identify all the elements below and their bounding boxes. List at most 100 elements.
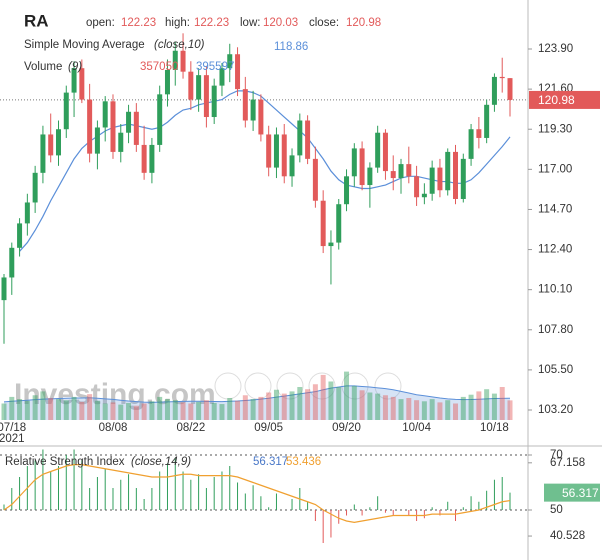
- legend-text: 122.23: [121, 17, 156, 29]
- volume-bar: [398, 399, 404, 420]
- nav-button[interactable]: [341, 372, 369, 400]
- candle-body: [250, 99, 256, 121]
- nav-button[interactable]: [308, 372, 336, 400]
- volume-bar: [336, 387, 342, 420]
- candle-body: [398, 164, 404, 179]
- volume-bar: [491, 393, 497, 420]
- y-tick-label: 105.50: [538, 364, 573, 376]
- legend-text: close:: [309, 17, 339, 29]
- candle-body: [453, 151, 459, 199]
- volume-bar: [437, 402, 443, 420]
- volume-ma-area: [4, 385, 510, 420]
- volume-bar: [55, 399, 61, 420]
- y-tick-label: 114.70: [538, 203, 572, 215]
- volume-bar: [227, 398, 233, 420]
- volume-bar: [484, 389, 490, 420]
- nav-buttons[interactable]: [214, 372, 402, 400]
- volume-bar: [250, 399, 256, 420]
- volume-bar: [344, 371, 350, 420]
- x-tick-label: 09/20: [332, 422, 361, 434]
- candle-body: [32, 172, 38, 203]
- x-tick-label: 10/04: [402, 422, 431, 434]
- legend-text: Simple Moving Average: [24, 39, 145, 51]
- candle-body: [188, 71, 194, 100]
- candle-body: [437, 167, 443, 191]
- legend-text: low:: [240, 17, 260, 29]
- volume-bar: [367, 392, 373, 420]
- y-tick-label: 117.00: [538, 163, 572, 175]
- volume-bar: [468, 394, 474, 420]
- legend-text: 53.436: [286, 456, 321, 468]
- candle-body: [227, 54, 233, 69]
- legend-text: 120.03: [263, 17, 298, 29]
- candle-body: [203, 75, 209, 118]
- candle-body: [79, 68, 85, 100]
- y-tick-label: 119.30: [538, 123, 572, 135]
- volume-bar: [164, 399, 170, 420]
- volume-bar: [149, 401, 155, 420]
- volume-bar: [180, 402, 186, 420]
- candle-body: [180, 50, 186, 72]
- candle-body: [17, 223, 23, 248]
- x-tick-label: 10/18: [480, 422, 509, 434]
- legend-text: 120.98: [346, 17, 381, 29]
- candle-body: [94, 127, 100, 154]
- nav-button[interactable]: [374, 372, 402, 400]
- volume-bar: [172, 400, 178, 420]
- candle-body: [507, 78, 513, 100]
- rsi-tag: [544, 483, 600, 502]
- candle-body: [429, 167, 435, 194]
- rsi-ma-line: [3, 464, 511, 523]
- candle-body: [491, 76, 497, 105]
- candle-body: [468, 129, 474, 159]
- y-tick-label: 107.80: [538, 324, 573, 336]
- candle-body: [40, 134, 46, 173]
- volume-bar: [219, 404, 225, 420]
- candle-body: [273, 134, 279, 168]
- volume-bar: [24, 400, 30, 420]
- candle-body: [126, 111, 132, 133]
- x-tick-label: 08/08: [99, 422, 128, 434]
- y-tick-label: 103.20: [538, 404, 573, 416]
- nav-button[interactable]: [214, 372, 242, 400]
- volume-bar: [328, 381, 334, 420]
- price-tag-label: 120.98: [538, 93, 575, 107]
- nav-button[interactable]: [276, 372, 304, 400]
- legend-text: 56.317: [253, 456, 288, 468]
- volume-bar: [235, 400, 241, 420]
- y-tick-label: 112.40: [538, 244, 572, 256]
- legend-text: high:: [165, 17, 190, 29]
- volume-bar: [110, 402, 116, 420]
- volume-bar: [351, 385, 357, 420]
- rsi-y-tick-label: 67.158: [550, 457, 585, 469]
- x-year-label: 2021: [0, 433, 25, 445]
- candle-body: [48, 134, 54, 156]
- volume-bar: [453, 403, 459, 420]
- legend-text: Volume: [24, 61, 62, 73]
- volume-bar: [445, 400, 451, 420]
- candle-body: [406, 164, 412, 177]
- legend-text: 118.86: [274, 41, 308, 53]
- legend-text: 357050: [140, 61, 178, 73]
- volume-bar: [203, 400, 209, 420]
- candle-body: [351, 148, 357, 177]
- candle-body: [102, 101, 108, 128]
- candle-body: [1, 277, 7, 301]
- candle-body: [235, 54, 241, 90]
- candle-body: [445, 151, 451, 191]
- volume-bar: [476, 391, 482, 420]
- candle-body: [110, 101, 116, 152]
- candle-body: [141, 144, 147, 173]
- volume-bar: [188, 403, 194, 420]
- candle-body: [499, 76, 505, 79]
- candle-body: [133, 111, 139, 145]
- rsi-y-tick-label: 50: [550, 504, 563, 516]
- volume-bar: [242, 395, 248, 420]
- volume-bar: [141, 403, 147, 420]
- candle-body: [297, 120, 303, 156]
- volume-bar: [429, 399, 435, 420]
- volume-bar: [297, 387, 303, 420]
- candle-body: [367, 167, 373, 186]
- volume-bar: [258, 396, 264, 420]
